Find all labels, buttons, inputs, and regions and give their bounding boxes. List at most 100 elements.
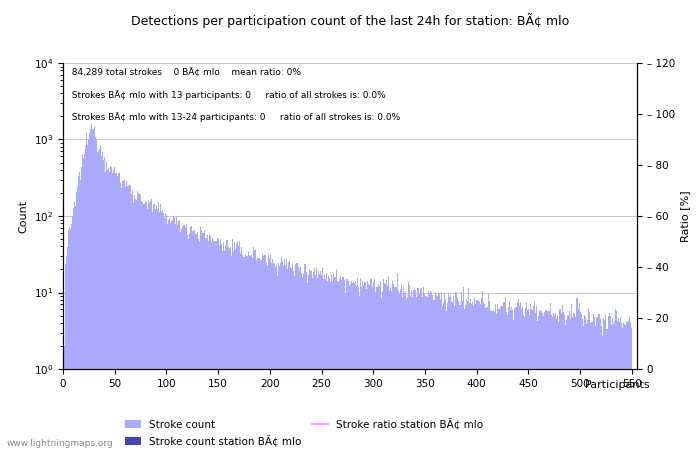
Bar: [242, 255, 244, 450]
Bar: [202, 233, 203, 450]
Bar: [149, 203, 150, 450]
Bar: [64, 264, 66, 450]
Bar: [577, 298, 578, 450]
Bar: [90, 129, 92, 450]
Bar: [460, 305, 461, 450]
Bar: [380, 281, 381, 450]
Bar: [599, 314, 601, 450]
Bar: [172, 220, 173, 450]
Bar: [436, 295, 437, 450]
Bar: [326, 273, 327, 450]
Bar: [630, 322, 631, 450]
Bar: [446, 311, 447, 450]
Bar: [580, 314, 582, 450]
Bar: [525, 308, 526, 450]
Bar: [378, 284, 379, 450]
Bar: [547, 311, 549, 450]
Bar: [512, 310, 513, 450]
Bar: [500, 307, 501, 450]
Bar: [421, 288, 422, 450]
Bar: [291, 268, 292, 450]
Bar: [311, 271, 312, 450]
Bar: [309, 271, 311, 450]
Bar: [177, 225, 178, 450]
Bar: [285, 265, 286, 450]
Bar: [77, 186, 78, 450]
Bar: [350, 284, 351, 450]
Bar: [437, 297, 438, 450]
Bar: [241, 248, 242, 450]
Bar: [537, 320, 538, 450]
Bar: [296, 263, 297, 450]
Bar: [389, 290, 391, 450]
Bar: [524, 317, 525, 450]
Bar: [135, 199, 136, 450]
Bar: [254, 250, 255, 450]
Bar: [200, 227, 201, 450]
Bar: [129, 185, 130, 450]
Bar: [532, 310, 533, 450]
Text: 84,289 total strokes    0 BÃ¢ mlo    mean ratio: 0%: 84,289 total strokes 0 BÃ¢ mlo mean rati…: [66, 69, 301, 78]
Bar: [86, 132, 88, 450]
Bar: [414, 289, 415, 450]
Bar: [480, 304, 482, 450]
Bar: [234, 242, 235, 450]
Bar: [461, 292, 462, 450]
Bar: [538, 316, 539, 450]
Bar: [174, 216, 175, 450]
Bar: [426, 297, 428, 450]
Bar: [337, 282, 339, 450]
Bar: [80, 180, 81, 450]
Bar: [139, 194, 140, 450]
Bar: [220, 244, 222, 450]
Bar: [556, 315, 558, 450]
Bar: [111, 166, 112, 450]
Bar: [482, 292, 484, 450]
Bar: [623, 324, 624, 450]
Bar: [293, 271, 294, 450]
Y-axis label: Count: Count: [18, 199, 28, 233]
Bar: [108, 168, 109, 450]
Bar: [74, 202, 75, 450]
Bar: [617, 321, 618, 450]
Bar: [535, 313, 536, 450]
Bar: [183, 225, 185, 450]
Bar: [112, 173, 113, 450]
Bar: [589, 312, 590, 450]
Bar: [410, 296, 411, 450]
Bar: [73, 208, 74, 450]
Bar: [551, 315, 552, 450]
Bar: [624, 324, 625, 450]
Bar: [160, 204, 161, 450]
Bar: [406, 299, 407, 450]
Bar: [411, 290, 412, 450]
Bar: [356, 286, 357, 450]
Bar: [268, 254, 270, 450]
Bar: [122, 181, 123, 450]
Bar: [305, 272, 307, 450]
Bar: [225, 246, 226, 450]
Bar: [85, 146, 86, 450]
Bar: [339, 279, 340, 450]
Bar: [257, 258, 258, 450]
Bar: [377, 288, 378, 450]
Bar: [463, 287, 464, 450]
Bar: [327, 281, 328, 450]
Bar: [344, 279, 345, 450]
Bar: [381, 298, 382, 450]
Bar: [593, 314, 594, 450]
Bar: [283, 266, 284, 450]
Bar: [477, 300, 478, 450]
Bar: [562, 305, 563, 450]
Bar: [284, 259, 285, 450]
Bar: [488, 293, 489, 450]
Bar: [598, 314, 599, 450]
Bar: [531, 310, 532, 450]
Bar: [351, 281, 352, 450]
Bar: [175, 224, 176, 450]
Bar: [592, 322, 593, 450]
Bar: [539, 310, 540, 450]
Bar: [513, 320, 514, 450]
Bar: [127, 186, 129, 450]
Bar: [267, 266, 268, 450]
